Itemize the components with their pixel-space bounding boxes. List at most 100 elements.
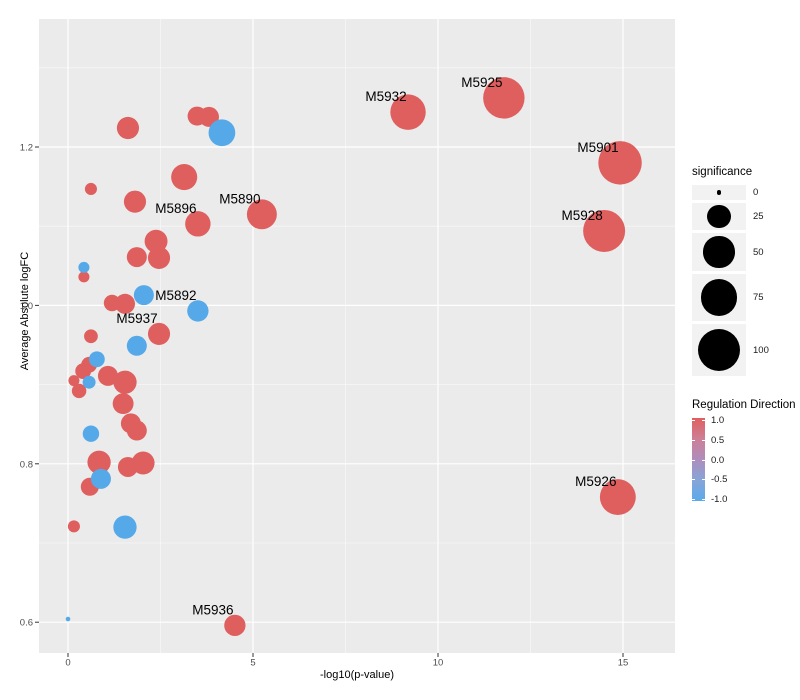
size-legend-entry: 50 [692,233,769,271]
point-label: M5932 [365,89,406,104]
data-point-M5936 [224,614,246,637]
color-legend-title: Regulation Direction [692,399,796,411]
color-legend-tick-label: 0.0 [711,454,725,466]
panel-background [39,19,675,653]
size-legend-dot [703,236,735,268]
size-legend-label: 50 [753,246,764,258]
data-point [68,375,80,387]
data-point [126,247,147,268]
data-point [114,293,135,314]
size-legend-entry: 0 [692,185,769,200]
point-label: M5901 [577,140,618,155]
size-legend-label: 0 [753,187,759,198]
x-tick-label: 0 [65,658,70,669]
data-point [67,520,80,533]
y-tick-label: 1.0 [20,301,33,312]
x-axis-title: -log10(p-value) [320,669,394,681]
data-point [131,451,155,475]
data-point-M5890 [246,199,277,230]
data-point [84,329,98,344]
data-point [208,119,236,147]
size-legend-key-box [692,233,746,271]
data-point [75,363,92,380]
data-point-M5901 [598,141,642,185]
data-point-M5892 [187,300,209,322]
size-legend-dot [707,204,731,229]
size-legend: significance 0 25 50 75 100 [692,166,769,379]
data-point [78,271,90,283]
color-legend-gradient-wrap: 1.0 0.5 0.0 -0.5 -1.0 [692,415,800,506]
color-gradient-bar [692,418,705,501]
size-legend-dot [698,329,740,371]
data-point [133,285,154,306]
color-legend-tick [702,420,705,421]
data-point-M5896 [185,211,211,237]
color-legend-tick-label: -1.0 [711,494,728,505]
size-legend-entry: 75 [692,274,769,321]
data-point-M5932 [390,94,426,130]
color-legend-tick [702,499,705,500]
data-point [113,370,137,394]
size-legend-dot [700,279,738,316]
size-legend-keys: 0 25 50 75 100 [692,185,769,376]
size-legend-entry: 100 [692,324,769,376]
data-point [116,116,140,140]
size-legend-label: 100 [753,344,769,356]
color-legend-tick-label: 0.5 [711,434,725,446]
color-legend-tick-label: -0.5 [711,474,728,486]
data-point [88,351,105,368]
data-point [65,616,71,622]
data-point [87,450,111,474]
size-legend-key-box [692,274,746,321]
size-legend-key-box [692,185,746,200]
data-point [113,515,137,539]
data-point [84,182,97,196]
color-legend-tick [702,459,705,461]
data-point [147,246,171,269]
point-label: M5928 [561,208,602,223]
data-point [78,261,90,273]
point-label: M5892 [155,288,196,303]
data-point [123,190,147,213]
data-point [126,335,147,356]
data-point [171,164,198,191]
size-legend-title: significance [692,166,753,178]
data-point [82,375,96,389]
x-tick-label: 5 [250,658,255,669]
color-legend-tick [692,499,695,500]
size-legend-label: 75 [753,292,764,303]
size-legend-key-box [692,203,746,230]
point-label: M5936 [192,602,233,617]
color-legend-tick [702,439,705,441]
color-legend-tick [692,439,695,441]
x-tick-label: 15 [618,658,629,669]
y-tick-label: 1.2 [20,143,33,154]
point-label: M5890 [219,191,260,206]
data-point [97,365,118,386]
data-point [71,383,87,399]
size-legend-entry: 25 [692,203,769,230]
color-legend-tick [692,420,695,421]
color-legend-tick [692,479,695,481]
size-legend-key-box [692,324,746,376]
color-legend-tick-label: 1.0 [711,415,725,426]
data-point [112,393,134,415]
y-axis-title: Average Absolute logFC [19,251,31,371]
size-legend-dot [716,190,722,195]
point-label: M5926 [575,474,616,489]
data-point-M5937 [147,322,171,345]
data-point [82,425,100,442]
y-tick-label: 0.8 [20,459,33,470]
data-point [90,468,111,489]
x-tick-label: 10 [433,658,444,669]
size-legend-label: 25 [753,211,764,222]
color-legend-tick [702,479,705,481]
data-point-M5926 [599,479,636,516]
data-point-M5925 [483,77,525,119]
data-point [144,229,168,253]
data-point [198,106,219,127]
data-point-M5928 [583,209,626,252]
color-legend-tick [692,459,695,461]
